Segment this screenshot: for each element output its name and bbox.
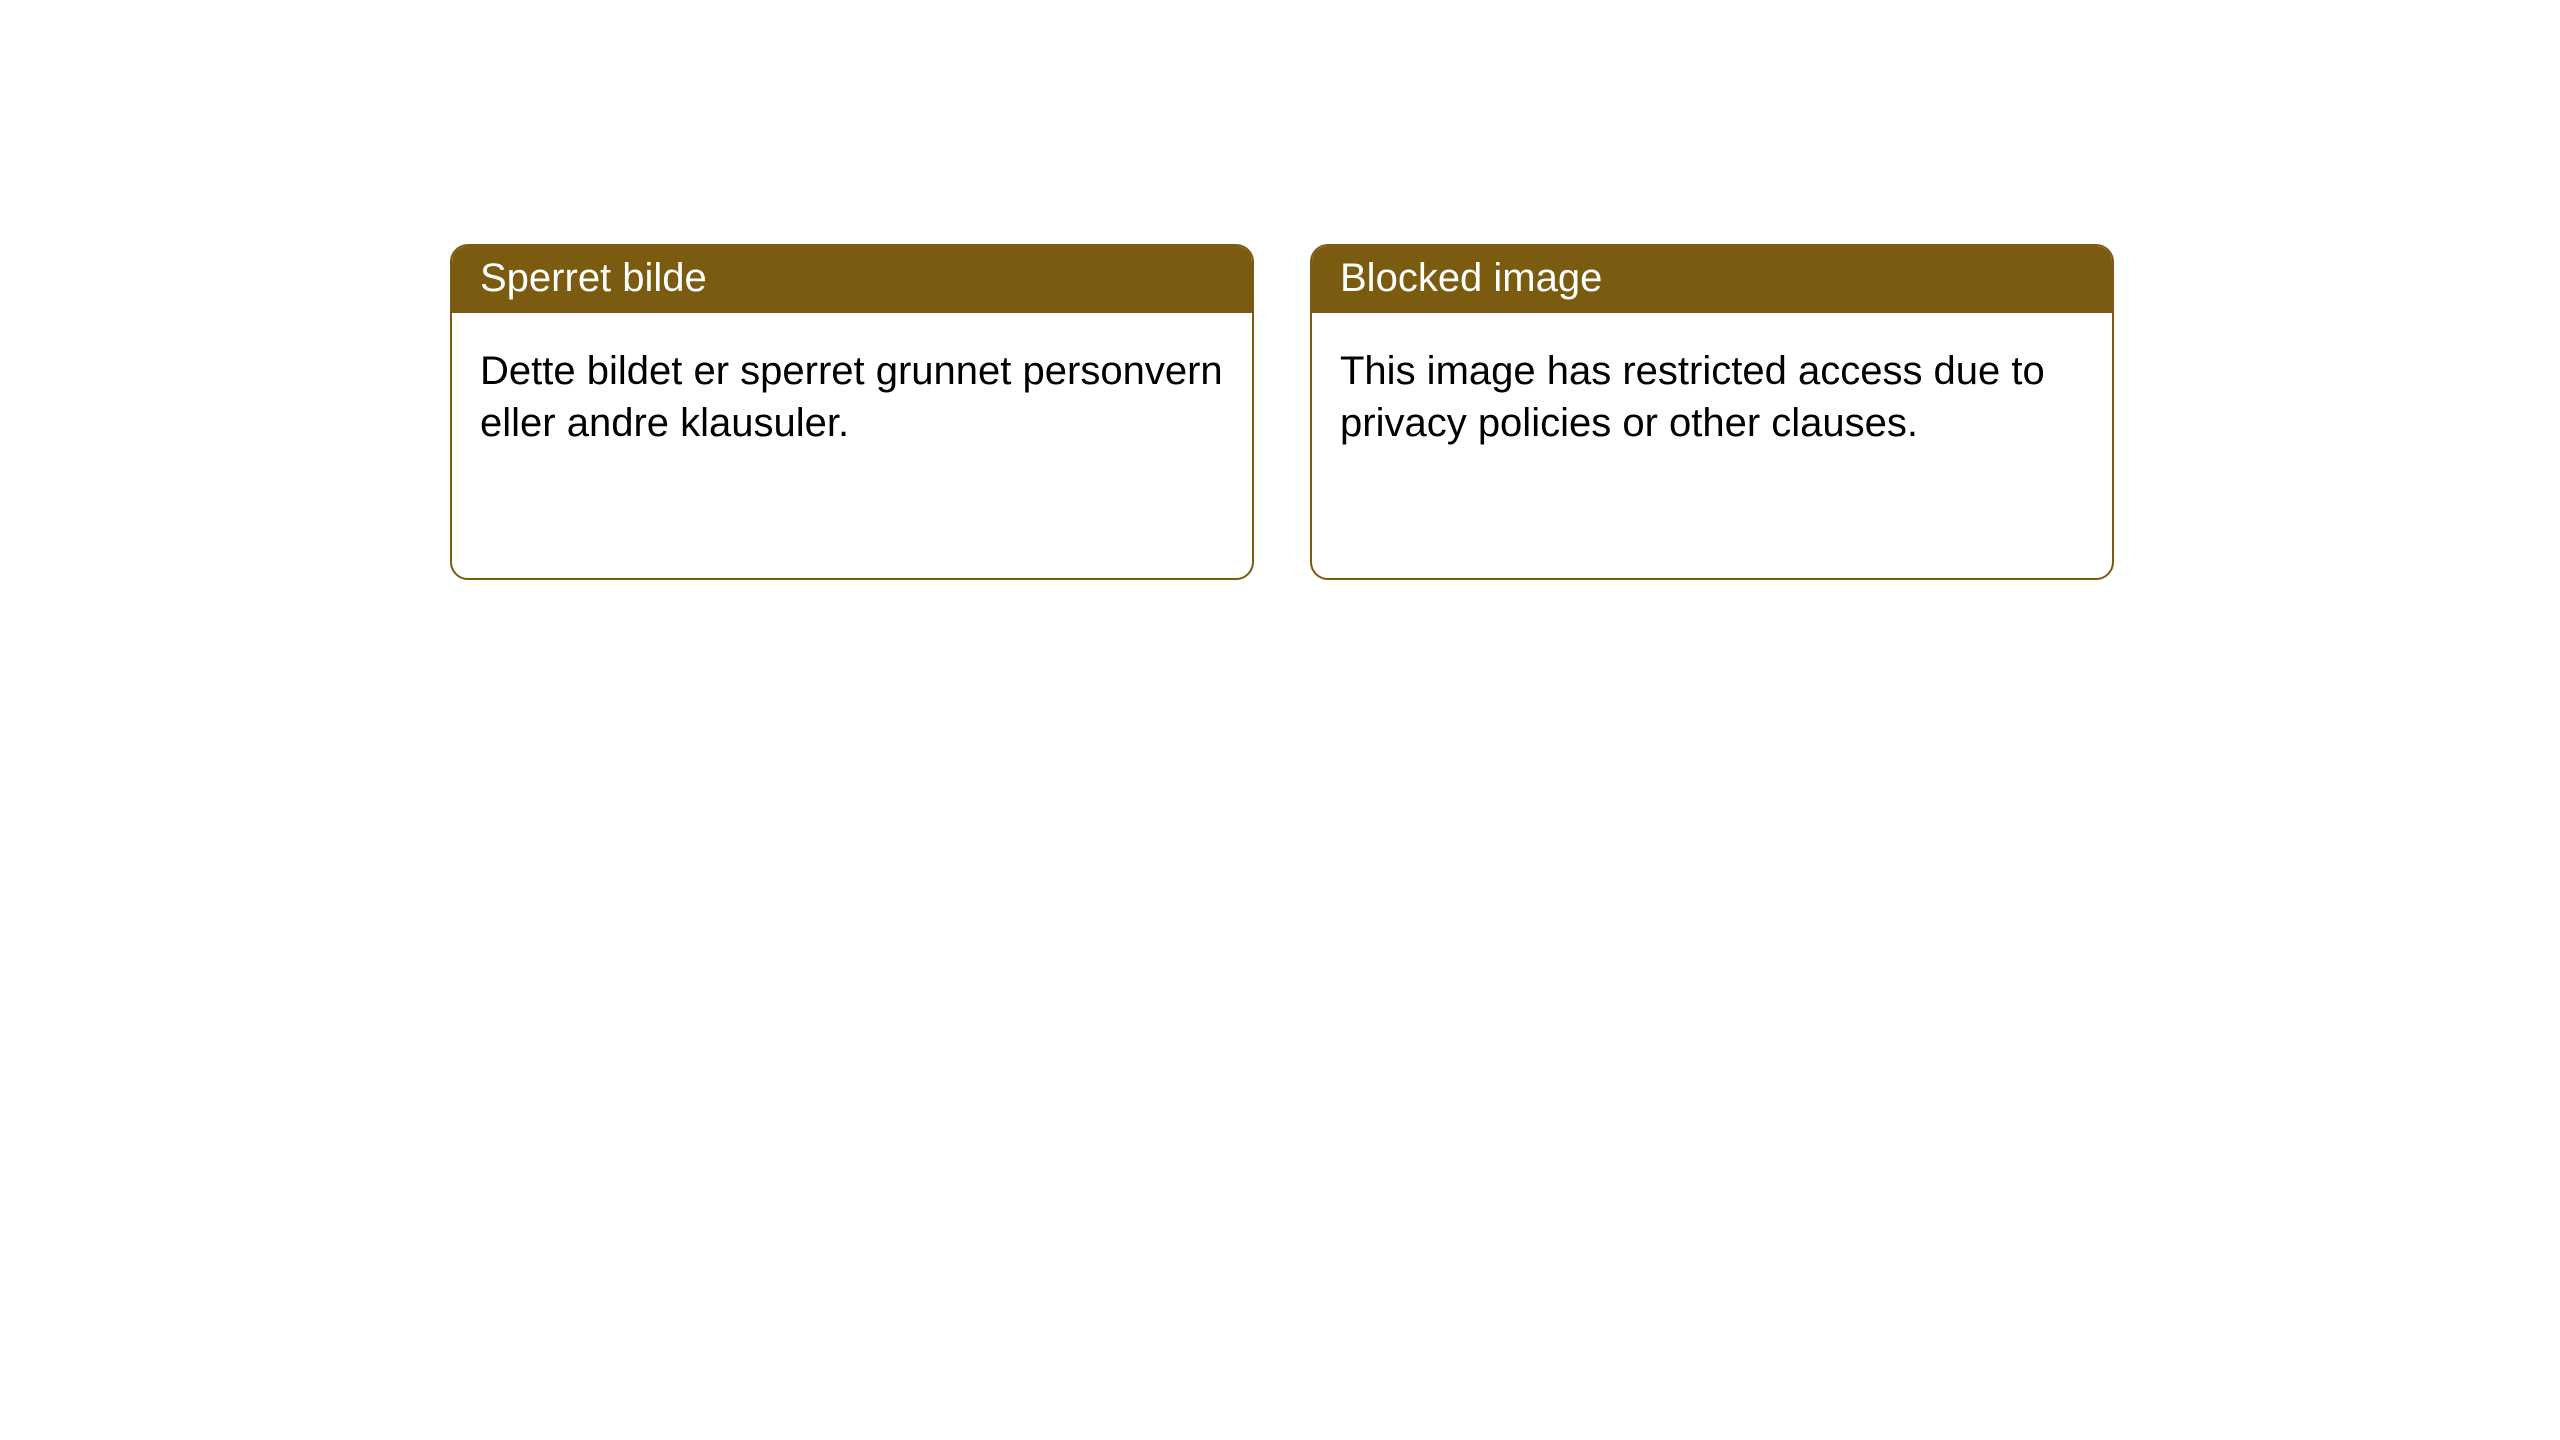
notice-card-english: Blocked image This image has restricted … [1310, 244, 2114, 580]
notice-card-norwegian: Sperret bilde Dette bildet er sperret gr… [450, 244, 1254, 580]
notice-container: Sperret bilde Dette bildet er sperret gr… [450, 244, 2114, 580]
notice-body: This image has restricted access due to … [1312, 313, 2112, 481]
notice-header: Blocked image [1312, 246, 2112, 313]
notice-message: Dette bildet er sperret grunnet personve… [480, 349, 1223, 445]
notice-title: Sperret bilde [480, 256, 707, 300]
notice-title: Blocked image [1340, 256, 1602, 300]
notice-message: This image has restricted access due to … [1340, 349, 2045, 445]
notice-body: Dette bildet er sperret grunnet personve… [452, 313, 1252, 481]
notice-header: Sperret bilde [452, 246, 1252, 313]
